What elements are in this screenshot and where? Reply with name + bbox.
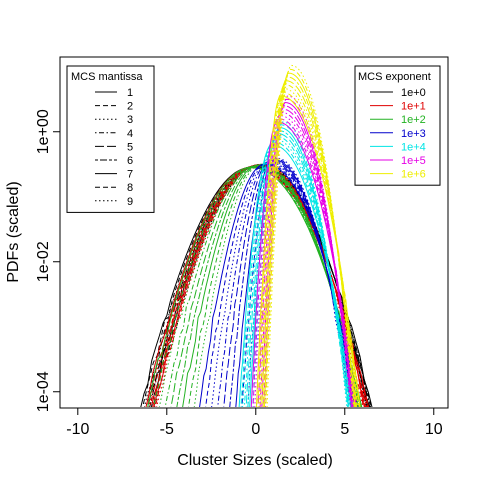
legend-label: 1: [127, 87, 133, 99]
x-tick-label: 5: [340, 421, 349, 438]
x-tick-label: 0: [251, 421, 260, 438]
legend-label: 1e+5: [401, 155, 426, 167]
legend-label: 1e+3: [401, 128, 426, 140]
x-tick-label: -10: [66, 421, 89, 438]
series-line: [148, 166, 368, 407]
x-axis-label: Cluster Sizes (scaled): [177, 452, 333, 469]
series-line: [264, 95, 352, 407]
legend-label: 1e+6: [401, 169, 426, 181]
series-line: [158, 166, 362, 407]
series-line: [252, 121, 348, 407]
series-line: [152, 164, 366, 407]
legend-label: 8: [127, 182, 133, 194]
series-line: [263, 98, 352, 407]
y-axis: 1e-04 1e-02 1e+00: [35, 109, 60, 412]
legend-label: 3: [127, 114, 133, 126]
series-line: [154, 163, 367, 407]
legend-label: 7: [127, 169, 133, 181]
series-line: [266, 64, 354, 407]
legend-box: [354, 65, 441, 186]
legend-label: 9: [127, 196, 133, 208]
x-axis: -10 -5 0 5 10: [66, 407, 443, 438]
series-line: [187, 164, 359, 407]
legend-title: MCS mantissa: [71, 71, 143, 83]
legend-label: 1e+4: [401, 141, 426, 153]
series-line: [265, 68, 355, 407]
y-axis-label: PDFs (scaled): [5, 181, 22, 282]
legend-label: 1e+1: [401, 101, 426, 113]
legend-box: [66, 65, 155, 213]
y-tick-label: 1e-04: [35, 371, 52, 412]
legend-exponent: MCS exponent 1e+0 1e+11e+2 1e+31e+4 1e+5 1e+6: [354, 65, 441, 186]
x-tick-label: 10: [425, 421, 443, 438]
legend-title: MCS exponent: [358, 71, 431, 83]
y-tick-label: 1e-02: [35, 241, 52, 282]
series-line: [259, 83, 359, 407]
legend-label: 6: [127, 155, 133, 167]
legend-label: 1e+2: [401, 114, 426, 126]
series-line: [156, 163, 364, 407]
legend-label: 4: [127, 128, 133, 140]
legend-label: 1e+0: [401, 87, 426, 99]
curves-layer: [140, 64, 373, 407]
y-tick-label: 1e+00: [35, 109, 52, 154]
series-line: [164, 165, 361, 407]
legend-label: 2: [127, 101, 133, 113]
x-tick-label: -5: [160, 421, 174, 438]
legend-mantissa: MCS mantissa 1 23 45 6 78 9: [66, 65, 155, 213]
legend-label: 5: [127, 141, 133, 153]
